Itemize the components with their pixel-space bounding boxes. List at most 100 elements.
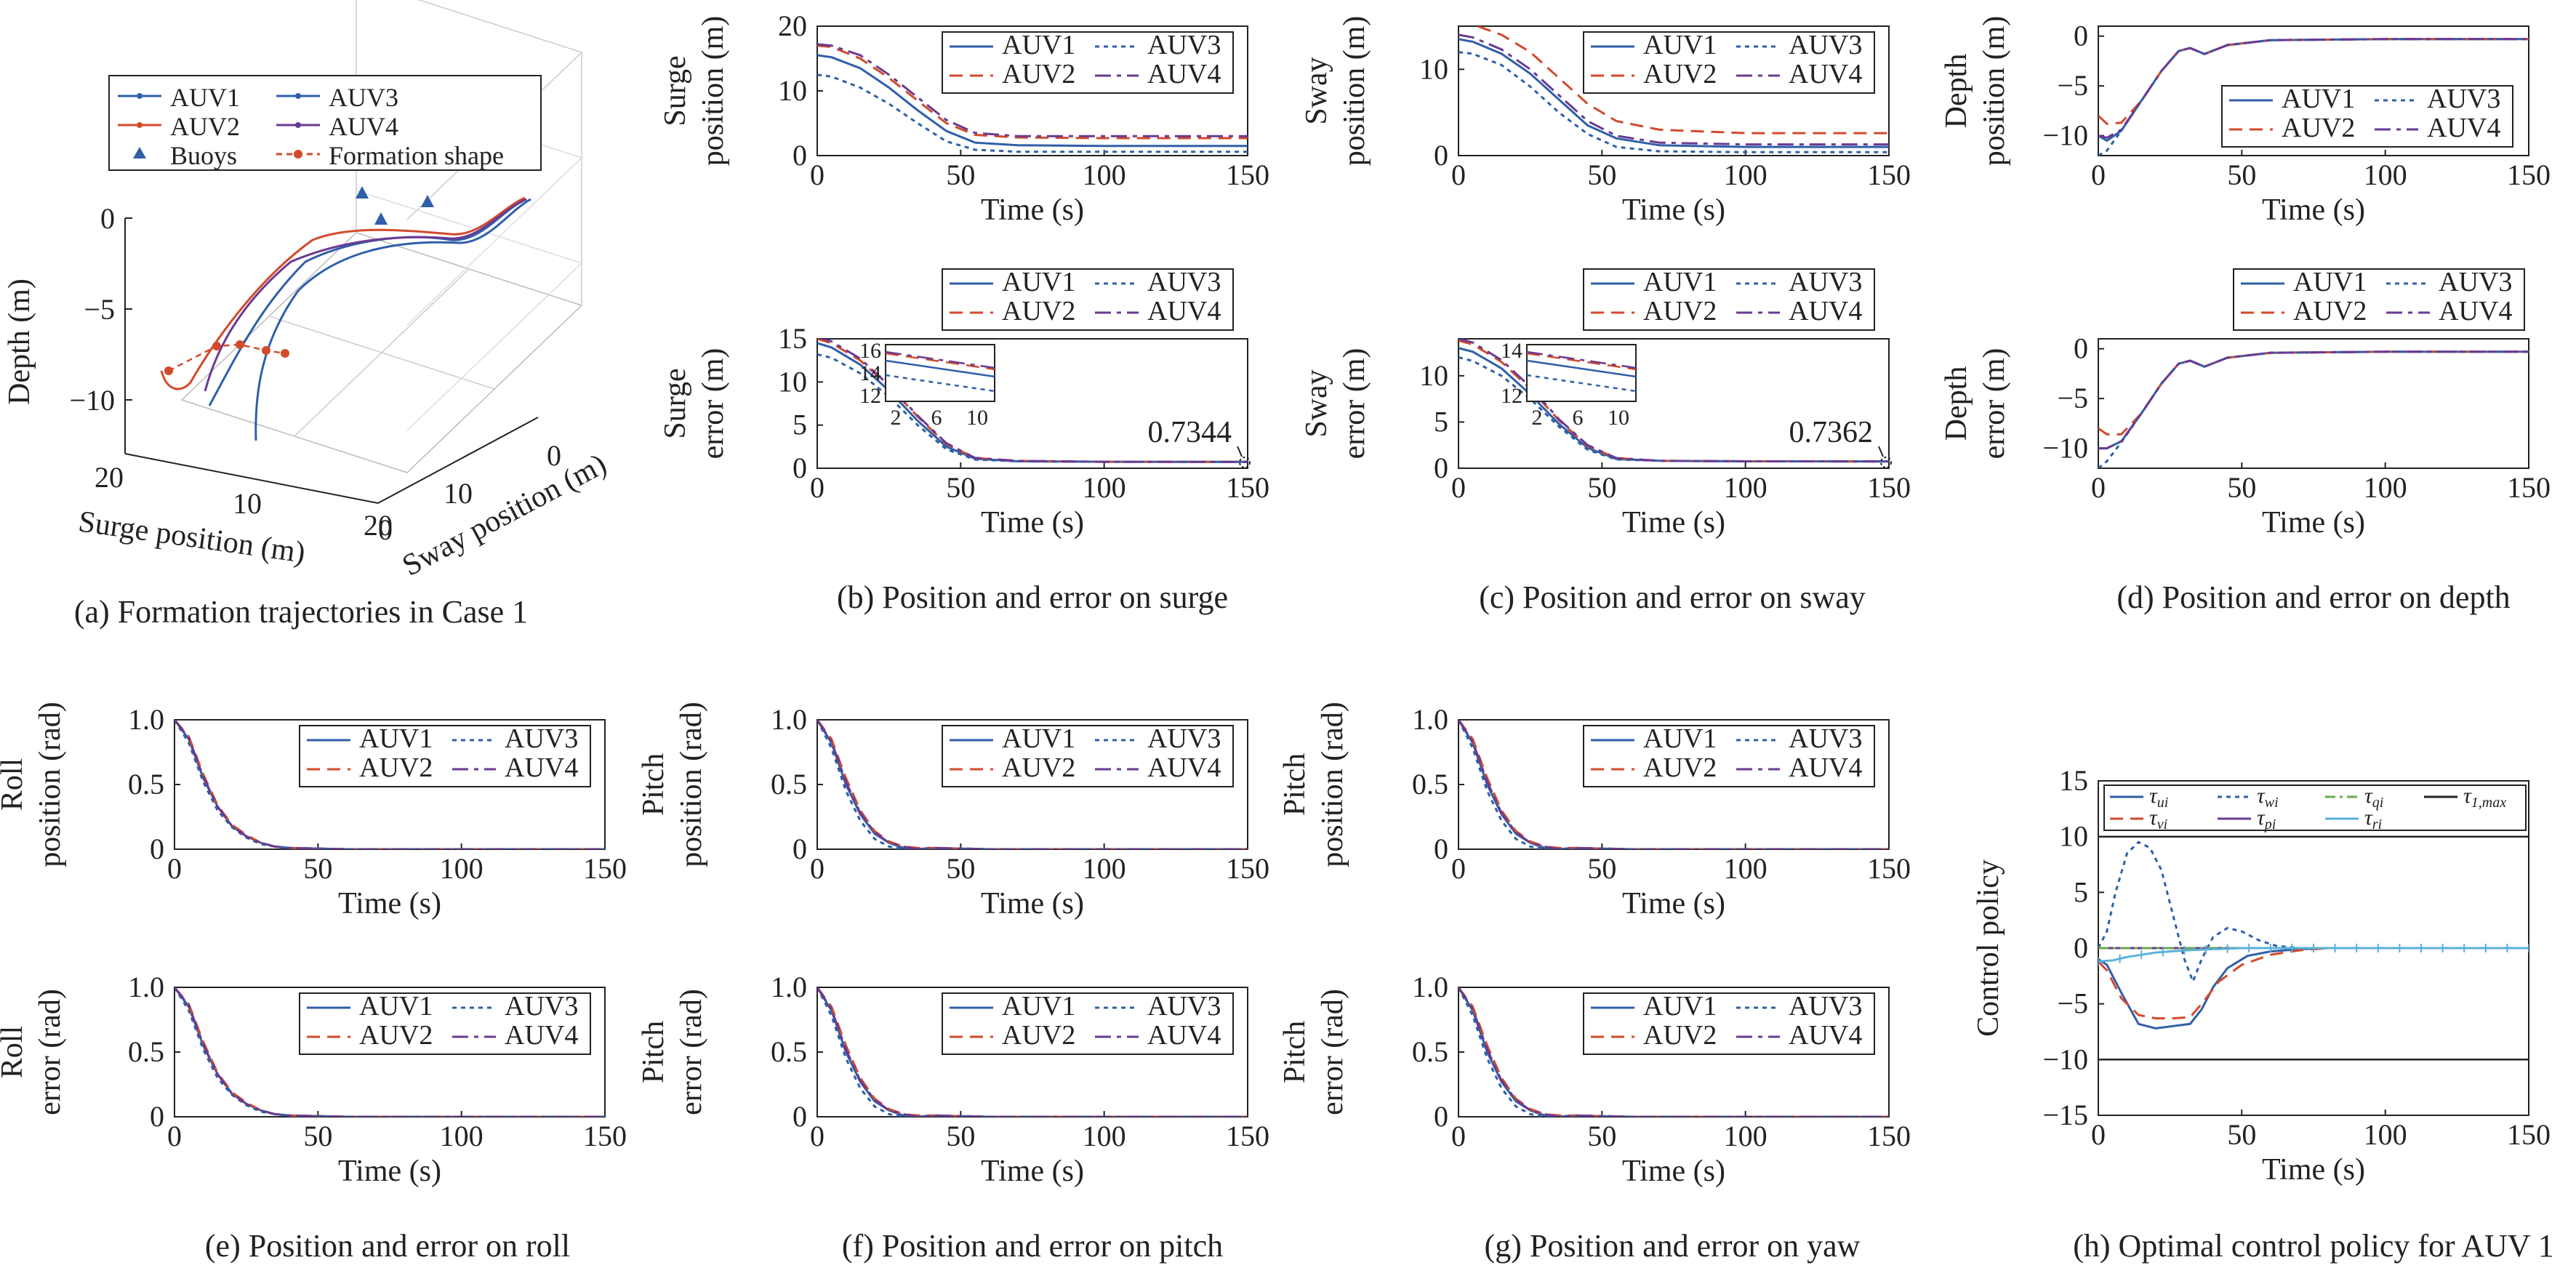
y-tick-label: −5 (2057, 69, 2088, 102)
legend-label-AUV2: AUV2 (1002, 296, 1075, 326)
x-tick-label: 100 (2364, 471, 2407, 504)
y-tick-label: 5 (1434, 405, 1448, 438)
series-line-AUV2 (2098, 350, 2529, 436)
legend-label-AUV2: AUV2 (1643, 59, 1717, 89)
inset-y-tick: 16 (859, 339, 881, 363)
x-tick-label: 0 (2091, 471, 2106, 504)
y-tick-label: −5 (2057, 382, 2088, 414)
legend-label-AUV4: AUV4 (1147, 1020, 1221, 1051)
series-line-AUV4 (817, 720, 1248, 849)
series-line-AUV4 (1458, 33, 1889, 146)
x-axis-label: Time (s) (2262, 506, 2365, 539)
y-axis-label: Surge (659, 55, 692, 126)
legend-label: AUV1 (170, 83, 240, 112)
chart-e-error: 0 50 100 150 0 0.5 1.0 Time (s) Roll error (rad) A… (0, 971, 627, 1188)
sway-tick-label: 20 (364, 509, 393, 542)
legend-label-AUV1: AUV1 (1002, 723, 1075, 754)
x-tick-label: 0 (167, 1120, 182, 1152)
y-tick-label: 0 (1434, 452, 1448, 484)
series-group (2098, 38, 2529, 156)
series-group (2098, 835, 2529, 1061)
series-group (817, 720, 1248, 849)
x-tick-label: 100 (440, 1120, 483, 1152)
y-axis-label: Depth (1940, 366, 1973, 441)
buoy-marker (356, 186, 369, 198)
x-axis-label: Time (s) (1622, 887, 1725, 920)
y-axis-label: error (rad) (33, 989, 67, 1115)
inset-line-AUV3 (885, 374, 995, 393)
legend-label-AUV3: AUV3 (2439, 267, 2512, 297)
trajectory-AUV4 (204, 198, 527, 392)
x-tick-label: 0 (810, 471, 824, 504)
series-group (817, 987, 1248, 1117)
chart-c-position: 0 50 100 150 0 10 Time (s) Sway position (m) AUV1… (1300, 16, 1911, 227)
formation-point (262, 346, 270, 355)
legend-label-AUV3: AUV3 (505, 991, 578, 1022)
x-axis-label: Time (s) (1622, 506, 1725, 539)
y-axis-label: Pitch (637, 753, 670, 816)
series-line-AUV4 (1458, 339, 1889, 463)
y-tick-label: 0 (150, 1100, 164, 1133)
y-tick-label: 15 (778, 322, 807, 355)
x-tick-label: 50 (1587, 852, 1616, 885)
buoy-marker (421, 195, 434, 207)
y-axis-label: position (rad) (1316, 702, 1349, 867)
legend-label-AUV3: AUV3 (1789, 991, 1862, 1022)
series-line-AUV2 (1474, 26, 1889, 135)
legend-label-AUV2: AUV2 (1002, 59, 1075, 89)
series-group (1458, 720, 1889, 849)
x-tick-label: 100 (1724, 158, 1768, 191)
legend-box (942, 725, 1234, 787)
x-tick-label: 50 (1587, 471, 1616, 504)
annotation-arrow (1237, 446, 1243, 457)
legend-label-AUV4: AUV4 (1789, 1020, 1862, 1051)
x-tick-label: 100 (2364, 158, 2407, 191)
y-axis-label: position (m) (1978, 16, 2011, 166)
legend-box (299, 725, 591, 787)
series-line-AUV4 (174, 987, 605, 1117)
x-tick-label: 50 (2227, 158, 2256, 191)
legend-label-AUV4: AUV4 (505, 753, 578, 783)
legend-label-AUV4: AUV4 (1789, 753, 1862, 783)
y-tick-label: 10 (778, 365, 807, 398)
series-line-AUV3 (1458, 51, 1889, 153)
y-axis-label: error (rad) (675, 989, 708, 1115)
inset-line-AUV1 (1526, 359, 1637, 378)
y-tick-label: 0.5 (771, 768, 807, 800)
legend-box (1583, 31, 1875, 94)
legend-label-AUV2: AUV2 (1643, 753, 1717, 783)
x-tick-label: 150 (1226, 1120, 1269, 1152)
y-tick-label: −15 (2042, 1099, 2088, 1131)
series-group (817, 339, 1248, 463)
x-tick-label: 50 (2227, 471, 2256, 504)
annotation-marker (1239, 457, 1251, 468)
chart-e-position: 0 50 100 150 0 0.5 1.0 Time (s) Roll position (ra… (0, 702, 627, 920)
legend-box (299, 992, 591, 1055)
caption-a: (a) Formation trajectories in Case 1 (74, 594, 528, 630)
x-tick-label: 50 (946, 158, 975, 191)
x-tick-label: 150 (2507, 1118, 2551, 1151)
series-line-AUV3 (1458, 720, 1889, 849)
legend-label-AUV4: AUV4 (2439, 296, 2512, 326)
surge-tick-label: 10 (233, 487, 262, 520)
x-tick-label: 150 (1226, 852, 1269, 885)
y-axis-label: error (m) (1338, 348, 1371, 460)
series-group (2098, 350, 2529, 468)
surge-axis-label: Surge position (m) (76, 505, 308, 569)
y-tick-label: 5 (793, 409, 807, 441)
x-axis-label: Time (s) (981, 887, 1084, 920)
inset-line-AUV4 (1526, 350, 1637, 369)
y-tick-label: 1.0 (771, 703, 807, 736)
legend-label-AUV3: AUV3 (505, 723, 578, 754)
legend-label-AUV2: AUV2 (1643, 1020, 1717, 1051)
inset-line-AUV4 (885, 350, 995, 369)
y-tick-label: 0 (793, 832, 807, 865)
series-group (1458, 339, 1889, 463)
caption-g: (g) Position and error on yaw (1485, 1228, 1861, 1264)
legend-label-AUV3: AUV3 (1147, 723, 1221, 754)
